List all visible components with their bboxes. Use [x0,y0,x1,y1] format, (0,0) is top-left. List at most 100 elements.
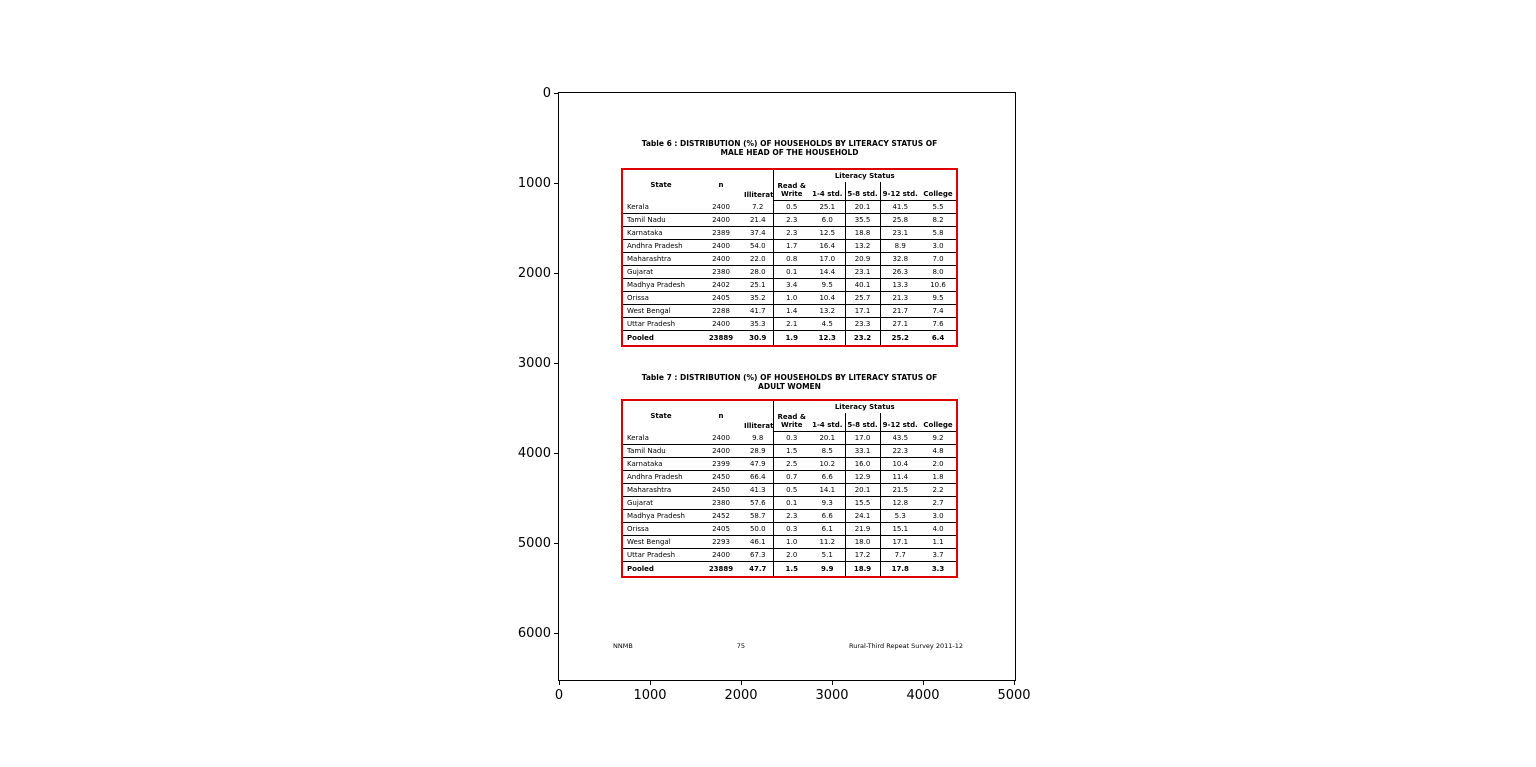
value-cell: 5.5 [920,200,957,214]
value-cell: 14.1 [810,483,846,497]
group-header-literacy-status: Literacy Status [772,170,957,182]
column-header-9-12-std-: 9-12 std. [880,413,920,432]
x-axis-tick-label: 4000 [906,688,940,703]
group-header-row: State n Illiterate Literacy Status [623,401,957,429]
value-cell: 0.5 [773,200,810,214]
value-cell: 10.4 [880,457,920,471]
value-cell: 35.3 [743,317,774,331]
value-cell: 15.5 [845,496,881,510]
state-cell: Orissa [623,291,699,305]
table7-title-line1: Table 7 : DISTRIBUTION (%) OF HOUSEHOLDS… [641,373,938,382]
state-cell: Tamil Nadu [623,213,699,227]
value-cell: 23889 [699,330,743,345]
value-cell: 41.3 [743,483,774,497]
value-cell: 12.8 [880,496,920,510]
value-cell: 0.5 [773,483,810,497]
value-cell: 1.1 [920,535,957,549]
column-header-5-8-std-: 5-8 std. [845,182,881,201]
value-cell: 2400 [699,213,743,227]
state-cell: Madhya Pradesh [623,509,699,523]
value-cell: 2402 [699,278,743,292]
value-cell: 2293 [699,535,743,549]
value-cell: 25.1 [743,278,774,292]
value-cell: 1.5 [773,444,810,458]
column-header-read-write: Read & Write [772,182,810,201]
table-row: Gujarat 2380 28.0 0.1 14.4 23.1 26.3 8.0 [623,265,957,279]
column-header-college: College [920,182,957,201]
table7-title-line2: ADULT WOMEN [758,382,821,391]
value-cell: 7.7 [880,548,920,562]
value-cell: 2.5 [773,457,810,471]
x-axis-tick-mark [741,680,742,685]
value-cell: 66.4 [743,470,774,484]
column-header-illiterate: Illiterate [744,190,773,199]
value-cell: 2380 [699,496,743,510]
value-cell: 12.3 [810,330,846,345]
column-header-row: Read & Write 1-4 std. 5-8 std. 9-12 std. Col… [623,413,957,432]
value-cell: 67.3 [743,548,774,562]
column-header-5-8-std-: 5-8 std. [845,413,881,432]
footer-survey-name: Rural-Third Repeat Survey 2011-12 [849,642,963,650]
value-cell: 17.8 [880,561,920,576]
group-header-literacy-status: Literacy Status [772,401,957,413]
y-axis-tick-mark [554,183,559,184]
value-cell: 11.2 [810,535,846,549]
table-row: Gujarat 2380 57.6 0.1 9.3 15.5 12.8 2.7 [623,496,957,510]
value-cell: 3.0 [920,239,957,253]
footer-org: NNMB [613,642,633,650]
value-cell: 15.1 [880,522,920,536]
value-cell: 14.4 [810,265,846,279]
value-cell: 17.1 [880,535,920,549]
column-header-state: State [650,412,672,421]
value-cell: 54.0 [743,239,774,253]
value-cell: 37.4 [743,226,774,240]
value-cell: 35.5 [845,213,881,227]
value-cell: 2.3 [773,509,810,523]
value-cell: 1.5 [773,561,810,576]
value-cell: 8.9 [880,239,920,253]
state-cell: Tamil Nadu [623,444,699,458]
column-header-illiterate: Illiterate [744,421,773,430]
value-cell: 41.5 [880,200,920,214]
column-header-state: State [650,181,672,190]
value-cell: 7.2 [743,200,774,214]
table-row: Tamil Nadu 2400 28.9 1.5 8.5 33.1 22.3 4.8 [623,444,957,458]
y-axis-tick-mark [554,273,559,274]
value-cell: 2288 [699,304,743,318]
value-cell: 6.6 [810,509,846,523]
value-cell: 4.8 [920,444,957,458]
plot-area: 0 1000 2000 3000 4000 5000 6000 0 1000 2000 3000 4… [518,87,1031,702]
y-axis-tick-label: 4000 [517,446,551,461]
state-cell: Uttar Pradesh [623,548,699,562]
column-header-1-4-std-: 1-4 std. [810,182,846,201]
value-cell: 21.7 [880,304,920,318]
x-axis-tick-label: 5000 [997,688,1031,703]
value-cell: 2.1 [773,317,810,331]
value-cell: 2400 [699,548,743,562]
table6-title-line2: MALE HEAD OF THE HOUSEHOLD [720,148,859,157]
value-cell: 25.1 [810,200,846,214]
state-cell: Pooled [623,330,699,345]
y-axis-tick-label: 1000 [517,176,551,191]
value-cell: 10.6 [920,278,957,292]
value-cell: 23889 [699,561,743,576]
x-axis-tick-label: 0 [554,688,564,703]
value-cell: 6.1 [810,522,846,536]
state-cell: Uttar Pradesh [623,317,699,331]
value-cell: 12.9 [845,470,881,484]
value-cell: 28.0 [743,265,774,279]
value-cell: 10.2 [810,457,846,471]
value-cell: 25.7 [845,291,881,305]
y-axis-tick-label: 2000 [517,266,551,281]
column-header-1-4-std-: 1-4 std. [810,413,846,432]
value-cell: 2450 [699,483,743,497]
value-cell: 4.5 [810,317,846,331]
value-cell: 47.9 [743,457,774,471]
state-cell: Gujarat [623,265,699,279]
value-cell: 2400 [699,239,743,253]
state-cell: Madhya Pradesh [623,278,699,292]
